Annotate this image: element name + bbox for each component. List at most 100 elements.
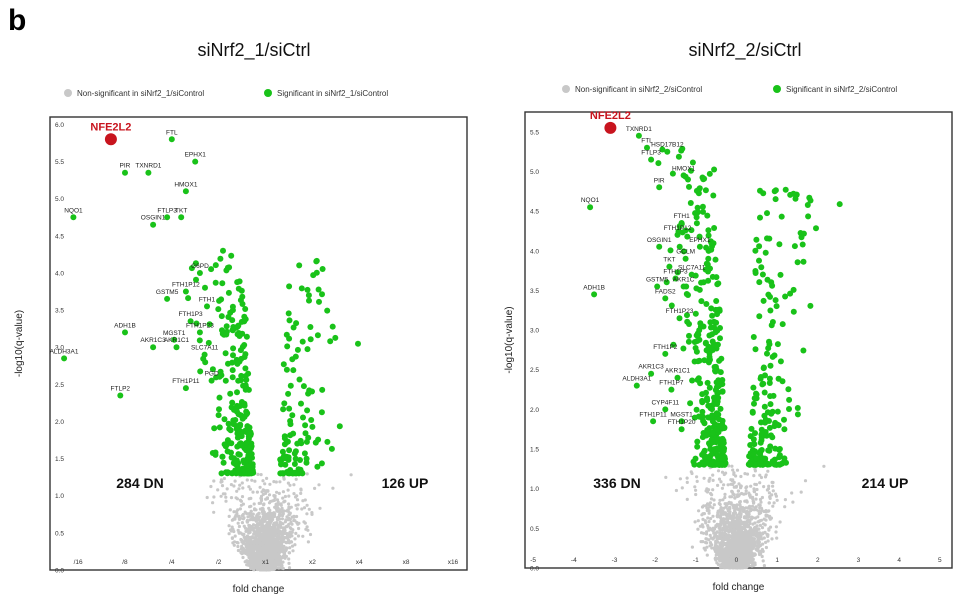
- significant-point: [694, 338, 701, 344]
- gene-label: HMOX1: [672, 165, 696, 172]
- nonsignificant-point: [725, 554, 730, 558]
- significant-point: [749, 408, 756, 415]
- significant-point: [285, 390, 292, 397]
- nonsignificant-point: [274, 507, 278, 511]
- nonsignificant-point: [282, 475, 286, 479]
- significant-point: [695, 331, 702, 338]
- significant-point: [223, 331, 230, 338]
- nonsignificant-point: [701, 540, 705, 544]
- significant-point: [699, 408, 706, 415]
- gene-label: NQO1: [64, 207, 83, 214]
- significant-point: [246, 457, 253, 464]
- nonsignificant-point: [704, 532, 709, 536]
- nonsignificant-point: [242, 548, 246, 552]
- nonsignificant-point: [255, 543, 259, 548]
- nonsignificant-point: [271, 562, 275, 567]
- nonsignificant-point: [736, 550, 740, 554]
- significant-point: [227, 390, 234, 397]
- y-tick-label: 2.5: [55, 382, 64, 389]
- significant-point: [705, 268, 711, 275]
- nonsignificant-point: [745, 499, 749, 503]
- nonsignificant-point: [734, 474, 738, 478]
- nonsignificant-point: [708, 501, 713, 505]
- nonsignificant-point: [734, 519, 738, 523]
- nonsignificant-point: [757, 551, 762, 556]
- nonsignificant-point: [307, 507, 311, 511]
- nonsignificant-point: [308, 532, 313, 537]
- nonsignificant-point: [257, 564, 261, 568]
- significant-point: [212, 279, 219, 286]
- nonsignificant-point: [711, 473, 715, 477]
- significant-point: [212, 262, 219, 269]
- nonsignificant-point: [285, 533, 289, 537]
- significant-point: [712, 256, 719, 263]
- nonsignificant-point: [287, 566, 292, 570]
- nonsignificant-point: [709, 517, 713, 521]
- nonsignificant-point: [743, 537, 747, 541]
- nonsignificant-point: [246, 560, 250, 564]
- gene-label: TXNRD1: [135, 163, 161, 170]
- significant-point: [282, 461, 289, 468]
- gene-point: [682, 255, 689, 262]
- nonsignificant-point: [238, 483, 242, 487]
- significant-point: [775, 375, 782, 382]
- nonsignificant-point: [737, 534, 741, 538]
- gene-point: [662, 295, 669, 302]
- gene-point: [122, 329, 128, 336]
- nonsignificant-point: [229, 496, 234, 500]
- significant-point: [289, 356, 296, 363]
- significant-point: [319, 386, 326, 393]
- gene-point: [204, 303, 210, 310]
- x-tick-label: /8: [122, 559, 128, 566]
- significant-point: [685, 176, 691, 183]
- significant-point: [766, 341, 773, 348]
- significant-point: [707, 319, 714, 326]
- significant-point: [766, 375, 773, 382]
- nonsignificant-point: [783, 498, 788, 502]
- nonsignificant-point: [235, 489, 239, 493]
- nonsignificant-point: [744, 560, 748, 564]
- nonsignificant-point: [745, 485, 749, 489]
- nonsignificant-point: [767, 484, 771, 488]
- nonsignificant-point: [262, 503, 266, 507]
- nonsignificant-point: [250, 478, 254, 482]
- nonsignificant-point: [723, 511, 727, 515]
- gene-label: NQO1: [581, 197, 600, 204]
- significant-point: [705, 277, 712, 284]
- significant-point: [243, 376, 250, 383]
- nonsignificant-point: [287, 561, 291, 566]
- nonsignificant-point: [248, 513, 252, 517]
- gene-point: [674, 374, 681, 381]
- gene-point: [648, 370, 655, 377]
- significant-point: [286, 317, 293, 324]
- significant-point: [750, 436, 757, 443]
- nonsignificant-point: [273, 524, 277, 528]
- significant-point: [222, 377, 229, 384]
- gene-label: HSD17B12: [651, 142, 684, 149]
- significant-point: [764, 409, 771, 416]
- nonsignificant-point: [739, 474, 743, 479]
- nonsignificant-point: [301, 499, 305, 503]
- significant-point: [185, 295, 192, 302]
- nonsignificant-point: [304, 527, 308, 531]
- nonsignificant-point: [767, 509, 771, 513]
- gene-label: FTH1P3: [178, 311, 203, 318]
- nonsignificant-point: [755, 524, 759, 528]
- nonsignificant-point: [264, 491, 268, 495]
- nonsignificant-point: [292, 483, 296, 487]
- significant-point: [242, 316, 249, 323]
- significant-point: [705, 255, 712, 262]
- significant-point: [714, 461, 721, 467]
- y-tick-label: 2.5: [530, 367, 539, 374]
- significant-point: [687, 400, 694, 407]
- nonsignificant-point: [266, 526, 270, 530]
- nonsignificant-point: [730, 519, 735, 524]
- nonsignificant-point: [716, 483, 720, 487]
- y-tick-label: 5.5: [530, 129, 539, 136]
- significant-point: [659, 146, 666, 153]
- legend-marker-nonsignificant: [562, 85, 570, 93]
- nonsignificant-point: [718, 502, 722, 507]
- nonsignificant-point: [744, 489, 748, 493]
- significant-point: [242, 306, 249, 312]
- nonsignificant-point: [263, 568, 267, 572]
